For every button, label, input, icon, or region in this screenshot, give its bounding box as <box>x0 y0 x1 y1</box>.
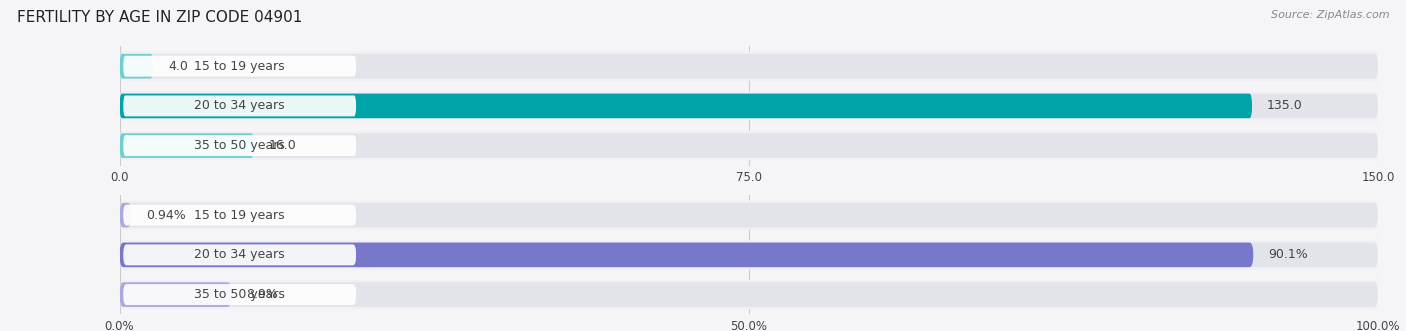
FancyBboxPatch shape <box>124 205 356 226</box>
Text: 135.0: 135.0 <box>1267 99 1303 113</box>
FancyBboxPatch shape <box>124 56 356 77</box>
Text: 35 to 50 years: 35 to 50 years <box>194 139 285 152</box>
FancyBboxPatch shape <box>120 240 1378 269</box>
FancyBboxPatch shape <box>120 243 1253 267</box>
FancyBboxPatch shape <box>120 203 131 227</box>
FancyBboxPatch shape <box>120 54 153 78</box>
FancyBboxPatch shape <box>120 94 1378 118</box>
Text: Source: ZipAtlas.com: Source: ZipAtlas.com <box>1271 10 1389 20</box>
Text: 15 to 19 years: 15 to 19 years <box>194 60 285 73</box>
FancyBboxPatch shape <box>120 280 1378 309</box>
Text: 16.0: 16.0 <box>269 139 297 152</box>
FancyBboxPatch shape <box>120 94 1253 118</box>
FancyBboxPatch shape <box>120 52 1378 81</box>
FancyBboxPatch shape <box>120 203 1378 227</box>
FancyBboxPatch shape <box>124 135 356 156</box>
Text: 35 to 50 years: 35 to 50 years <box>194 288 285 301</box>
FancyBboxPatch shape <box>120 201 1378 230</box>
Text: 0.94%: 0.94% <box>146 209 186 222</box>
Text: 20 to 34 years: 20 to 34 years <box>194 248 285 261</box>
FancyBboxPatch shape <box>120 131 1378 160</box>
FancyBboxPatch shape <box>120 133 253 158</box>
FancyBboxPatch shape <box>120 91 1378 120</box>
FancyBboxPatch shape <box>120 54 1378 78</box>
FancyBboxPatch shape <box>120 282 232 307</box>
FancyBboxPatch shape <box>120 243 1378 267</box>
Text: 8.9%: 8.9% <box>246 288 278 301</box>
FancyBboxPatch shape <box>120 282 1378 307</box>
Text: 15 to 19 years: 15 to 19 years <box>194 209 285 222</box>
Text: 90.1%: 90.1% <box>1268 248 1308 261</box>
Text: FERTILITY BY AGE IN ZIP CODE 04901: FERTILITY BY AGE IN ZIP CODE 04901 <box>17 10 302 25</box>
FancyBboxPatch shape <box>124 95 356 117</box>
FancyBboxPatch shape <box>124 284 356 305</box>
FancyBboxPatch shape <box>120 133 1378 158</box>
Text: 4.0: 4.0 <box>169 60 188 73</box>
Text: 20 to 34 years: 20 to 34 years <box>194 99 285 113</box>
FancyBboxPatch shape <box>124 244 356 265</box>
